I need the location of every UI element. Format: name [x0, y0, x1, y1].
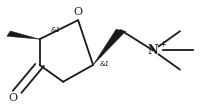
Text: O: O — [74, 7, 83, 17]
Text: +: + — [159, 40, 166, 49]
Text: &1: &1 — [100, 61, 110, 67]
Text: N: N — [148, 44, 158, 57]
Text: O: O — [8, 93, 17, 103]
Polygon shape — [93, 29, 126, 65]
Text: &1: &1 — [50, 27, 60, 33]
Polygon shape — [7, 31, 40, 39]
